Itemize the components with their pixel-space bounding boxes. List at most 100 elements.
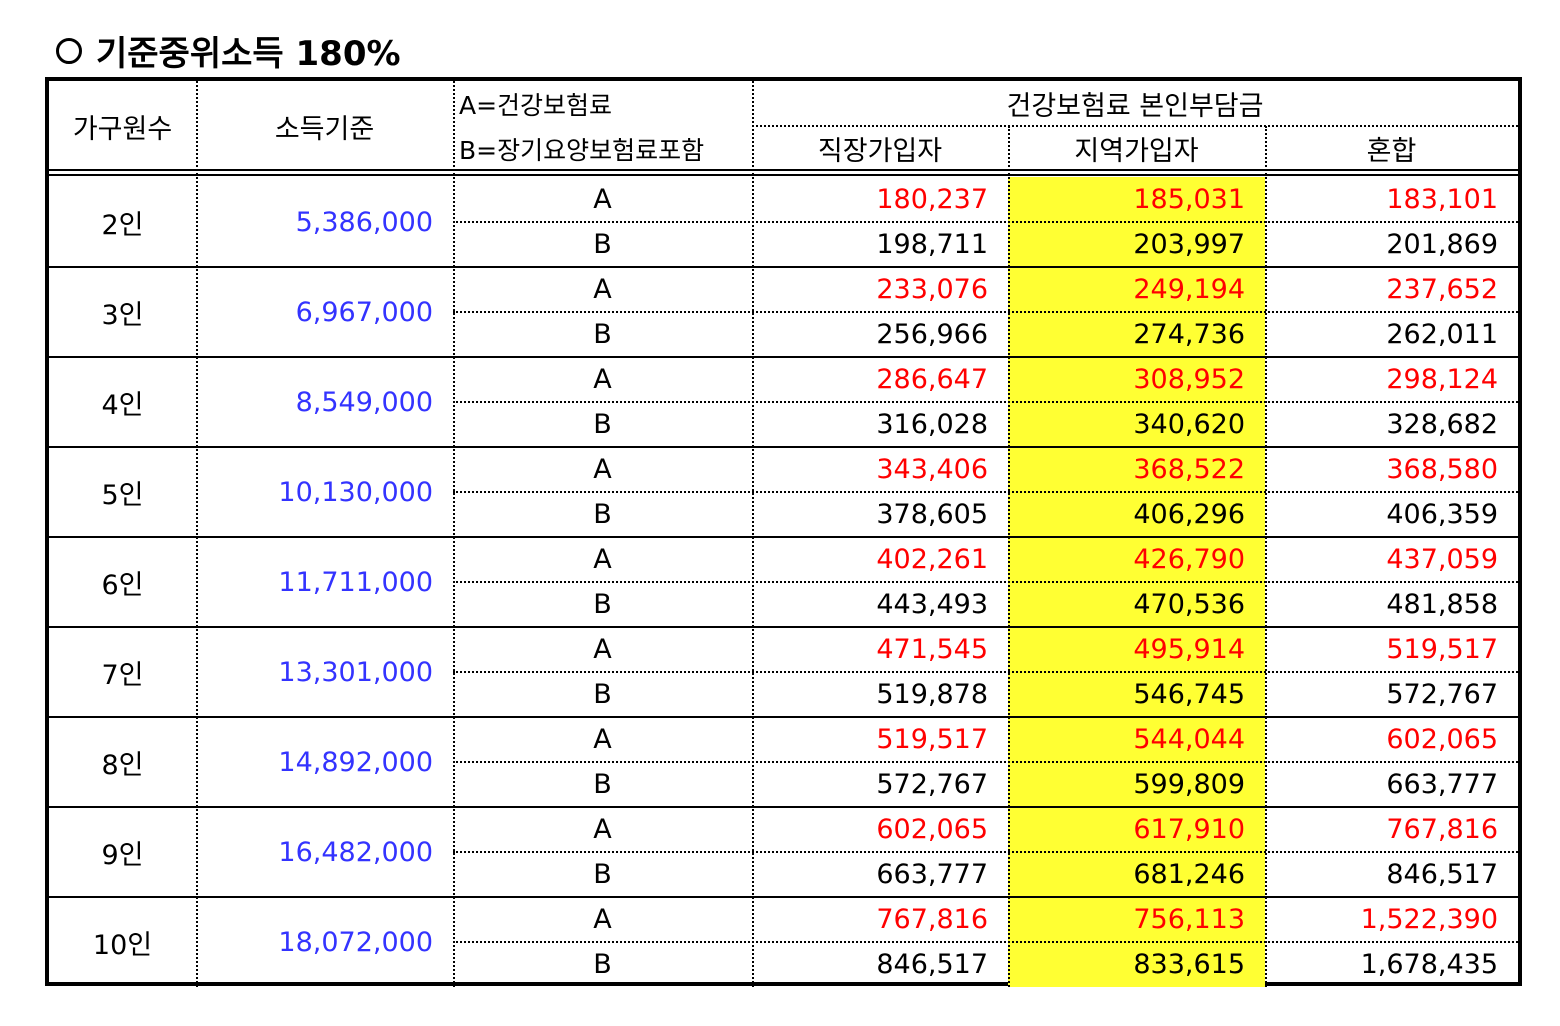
household-count: 9인 bbox=[101, 839, 144, 871]
group-divider bbox=[49, 266, 1518, 268]
regional-value: 203,997 bbox=[1133, 229, 1245, 260]
row-type-a: A bbox=[593, 454, 612, 485]
income-standard: 6,967,000 bbox=[295, 296, 433, 328]
header-bottom-rule-2 bbox=[49, 174, 1518, 176]
mixed-value: 481,858 bbox=[1386, 589, 1498, 620]
household-count: 2인 bbox=[101, 209, 144, 241]
regional-value: 617,910 bbox=[1133, 814, 1245, 845]
regional-value: 599,809 bbox=[1133, 769, 1245, 800]
regional-value: 185,031 bbox=[1133, 184, 1245, 215]
row-type-b: B bbox=[593, 229, 612, 260]
mixed-value: 1,522,390 bbox=[1360, 904, 1498, 935]
header-bottom-rule bbox=[49, 169, 1518, 171]
regional-value: 368,522 bbox=[1133, 454, 1245, 485]
mixed-value: 368,580 bbox=[1386, 454, 1498, 485]
group-divider bbox=[49, 446, 1518, 448]
mixed-value: 846,517 bbox=[1386, 859, 1498, 890]
mixed-value: 663,777 bbox=[1386, 769, 1498, 800]
regional-value: 249,194 bbox=[1133, 274, 1245, 305]
household-count: 6인 bbox=[101, 569, 144, 601]
header-regional: 지역가입자 bbox=[1074, 136, 1199, 167]
row-type-b: B bbox=[593, 319, 612, 350]
row-type-b: B bbox=[593, 679, 612, 710]
mixed-value: 201,869 bbox=[1386, 229, 1498, 260]
row-type-a: A bbox=[593, 184, 612, 215]
sub-row-divider bbox=[453, 401, 1518, 403]
income-standard: 8,549,000 bbox=[295, 386, 433, 418]
household-count: 4인 bbox=[101, 389, 144, 421]
household-count: 3인 bbox=[101, 299, 144, 331]
employee-value: 846,517 bbox=[876, 949, 988, 980]
mixed-value: 298,124 bbox=[1386, 364, 1498, 395]
group-divider bbox=[49, 356, 1518, 358]
column-divider bbox=[196, 81, 198, 987]
employee-value: 519,878 bbox=[876, 679, 988, 710]
mixed-value: 406,359 bbox=[1386, 499, 1498, 530]
income-standard: 5,386,000 bbox=[295, 206, 433, 238]
regional-value: 406,296 bbox=[1133, 499, 1245, 530]
header-legend-b: B=장기요양보험료포함 bbox=[459, 135, 705, 165]
mixed-value: 437,059 bbox=[1386, 544, 1498, 575]
header-employee: 직장가입자 bbox=[817, 136, 943, 167]
employee-value: 286,647 bbox=[876, 364, 988, 395]
mixed-value: 602,065 bbox=[1386, 724, 1498, 755]
row-type-b: B bbox=[593, 499, 612, 530]
income-standard: 16,482,000 bbox=[278, 836, 433, 868]
employee-value: 316,028 bbox=[876, 409, 988, 440]
row-type-a: A bbox=[593, 634, 612, 665]
header-household: 가구원수 bbox=[72, 113, 173, 145]
employee-value: 663,777 bbox=[876, 859, 988, 890]
column-divider bbox=[752, 81, 754, 987]
header-legend-a: A=건강보험료 bbox=[459, 90, 613, 120]
row-type-b: B bbox=[593, 589, 612, 620]
header-income: 소득기준 bbox=[274, 113, 375, 145]
mixed-value: 1,678,435 bbox=[1360, 949, 1498, 980]
row-type-a: A bbox=[593, 814, 612, 845]
income-standard: 18,072,000 bbox=[278, 926, 433, 958]
income-standard: 13,301,000 bbox=[278, 656, 433, 688]
column-divider bbox=[1265, 126, 1267, 987]
household-count: 5인 bbox=[101, 479, 144, 511]
employee-value: 767,816 bbox=[876, 904, 988, 935]
household-count: 8인 bbox=[101, 749, 144, 781]
group-divider bbox=[49, 806, 1518, 808]
header-group: 건강보험료 본인부담금 bbox=[1006, 91, 1264, 122]
employee-value: 256,966 bbox=[876, 319, 988, 350]
regional-value: 833,615 bbox=[1133, 949, 1245, 980]
employee-value: 443,493 bbox=[876, 589, 988, 620]
group-divider bbox=[49, 536, 1518, 538]
employee-value: 602,065 bbox=[876, 814, 988, 845]
sub-row-divider bbox=[453, 671, 1518, 673]
row-type-b: B bbox=[593, 409, 612, 440]
row-type-a: A bbox=[593, 274, 612, 305]
regional-value: 756,113 bbox=[1133, 904, 1245, 935]
mixed-value: 237,652 bbox=[1386, 274, 1498, 305]
mixed-value: 767,816 bbox=[1386, 814, 1498, 845]
income-standard: 14,892,000 bbox=[278, 746, 433, 778]
mixed-value: 183,101 bbox=[1386, 184, 1498, 215]
employee-value: 378,605 bbox=[876, 499, 988, 530]
sub-row-divider bbox=[453, 851, 1518, 853]
sub-row-divider bbox=[453, 491, 1518, 493]
income-standard: 11,711,000 bbox=[278, 566, 433, 598]
header-divider bbox=[752, 125, 1518, 127]
mixed-value: 572,767 bbox=[1386, 679, 1498, 710]
circle-bullet-icon bbox=[56, 37, 82, 64]
sub-row-divider bbox=[453, 941, 1518, 943]
income-standard: 10,130,000 bbox=[278, 476, 433, 508]
sub-row-divider bbox=[453, 311, 1518, 313]
regional-value: 308,952 bbox=[1133, 364, 1245, 395]
page-title-text: 기준중위소득 180% bbox=[96, 34, 401, 74]
row-type-b: B bbox=[593, 769, 612, 800]
employee-value: 402,261 bbox=[876, 544, 988, 575]
header-mixed: 혼합 bbox=[1366, 136, 1417, 167]
employee-value: 198,711 bbox=[876, 229, 988, 260]
employee-value: 471,545 bbox=[876, 634, 988, 665]
employee-value: 343,406 bbox=[876, 454, 988, 485]
regional-value: 546,745 bbox=[1133, 679, 1245, 710]
group-divider bbox=[49, 626, 1518, 628]
row-type-a: A bbox=[593, 724, 612, 755]
employee-value: 572,767 bbox=[876, 769, 988, 800]
group-divider bbox=[49, 716, 1518, 718]
regional-value: 544,044 bbox=[1133, 724, 1245, 755]
